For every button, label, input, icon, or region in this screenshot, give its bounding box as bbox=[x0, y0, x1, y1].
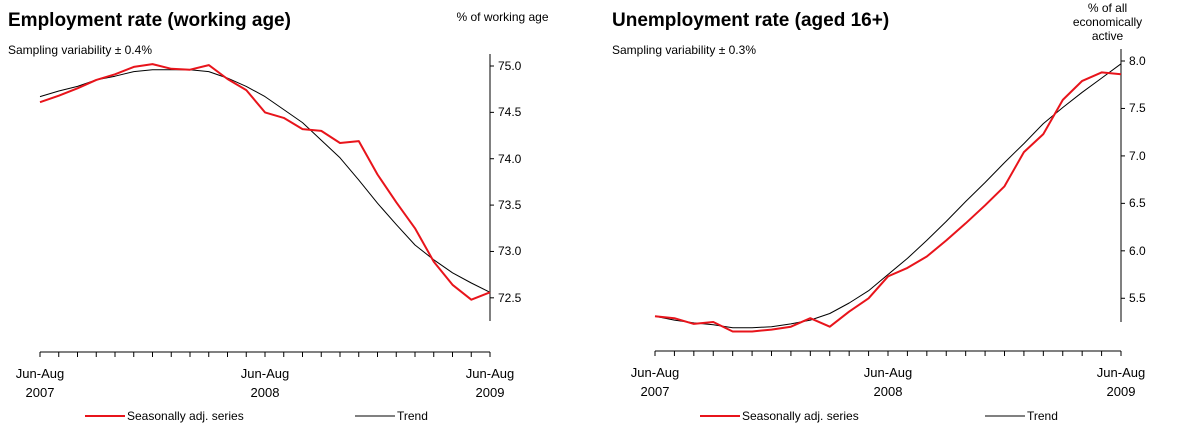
series-line bbox=[654, 63, 1122, 329]
y-tick-label: 74.0 bbox=[498, 151, 522, 166]
subtitle: Sampling variability ± 0.4% bbox=[8, 43, 152, 57]
y-tick-label: 7.0 bbox=[1129, 148, 1146, 163]
x-tick-label: Jun-Aug 2009 bbox=[1096, 365, 1146, 399]
y-tick-label: 72.5 bbox=[498, 290, 522, 305]
subtitle: Sampling variability ± 0.3% bbox=[612, 43, 756, 57]
legend-label: Seasonally adj. series bbox=[127, 409, 244, 423]
legend-label: Seasonally adj. series bbox=[742, 409, 859, 423]
series-line bbox=[654, 71, 1122, 333]
legend-label: Trend bbox=[397, 409, 428, 423]
y-axis-label: % of working age bbox=[456, 10, 549, 24]
chart-title: Unemployment rate (aged 16+) bbox=[612, 10, 890, 31]
chart-title: Employment rate (working age) bbox=[8, 10, 291, 31]
x-tick-label: Jun-Aug 2009 bbox=[465, 366, 515, 400]
y-axis-label: % of all economically active bbox=[1072, 1, 1143, 43]
y-tick-label: 5.5 bbox=[1129, 291, 1146, 306]
y-tick-label: 74.5 bbox=[498, 105, 522, 120]
y-tick-label: 6.5 bbox=[1129, 196, 1146, 211]
series-line bbox=[39, 63, 491, 301]
x-tick-label: Jun-Aug 2008 bbox=[863, 365, 913, 399]
y-tick-label: 6.0 bbox=[1129, 243, 1146, 258]
y-tick-label: 75.0 bbox=[498, 59, 522, 73]
x-tick-label: Jun-Aug 2007 bbox=[630, 365, 680, 399]
legend-label: Trend bbox=[1027, 409, 1058, 423]
x-tick-label: Jun-Aug 2007 bbox=[15, 366, 65, 400]
series-line bbox=[39, 69, 491, 293]
y-tick-label: 73.0 bbox=[498, 244, 522, 259]
y-tick-label: 73.5 bbox=[498, 198, 522, 213]
x-tick-label: Jun-Aug 2008 bbox=[240, 366, 290, 400]
y-tick-label: 8.0 bbox=[1129, 54, 1146, 68]
y-tick-label: 7.5 bbox=[1129, 101, 1146, 116]
